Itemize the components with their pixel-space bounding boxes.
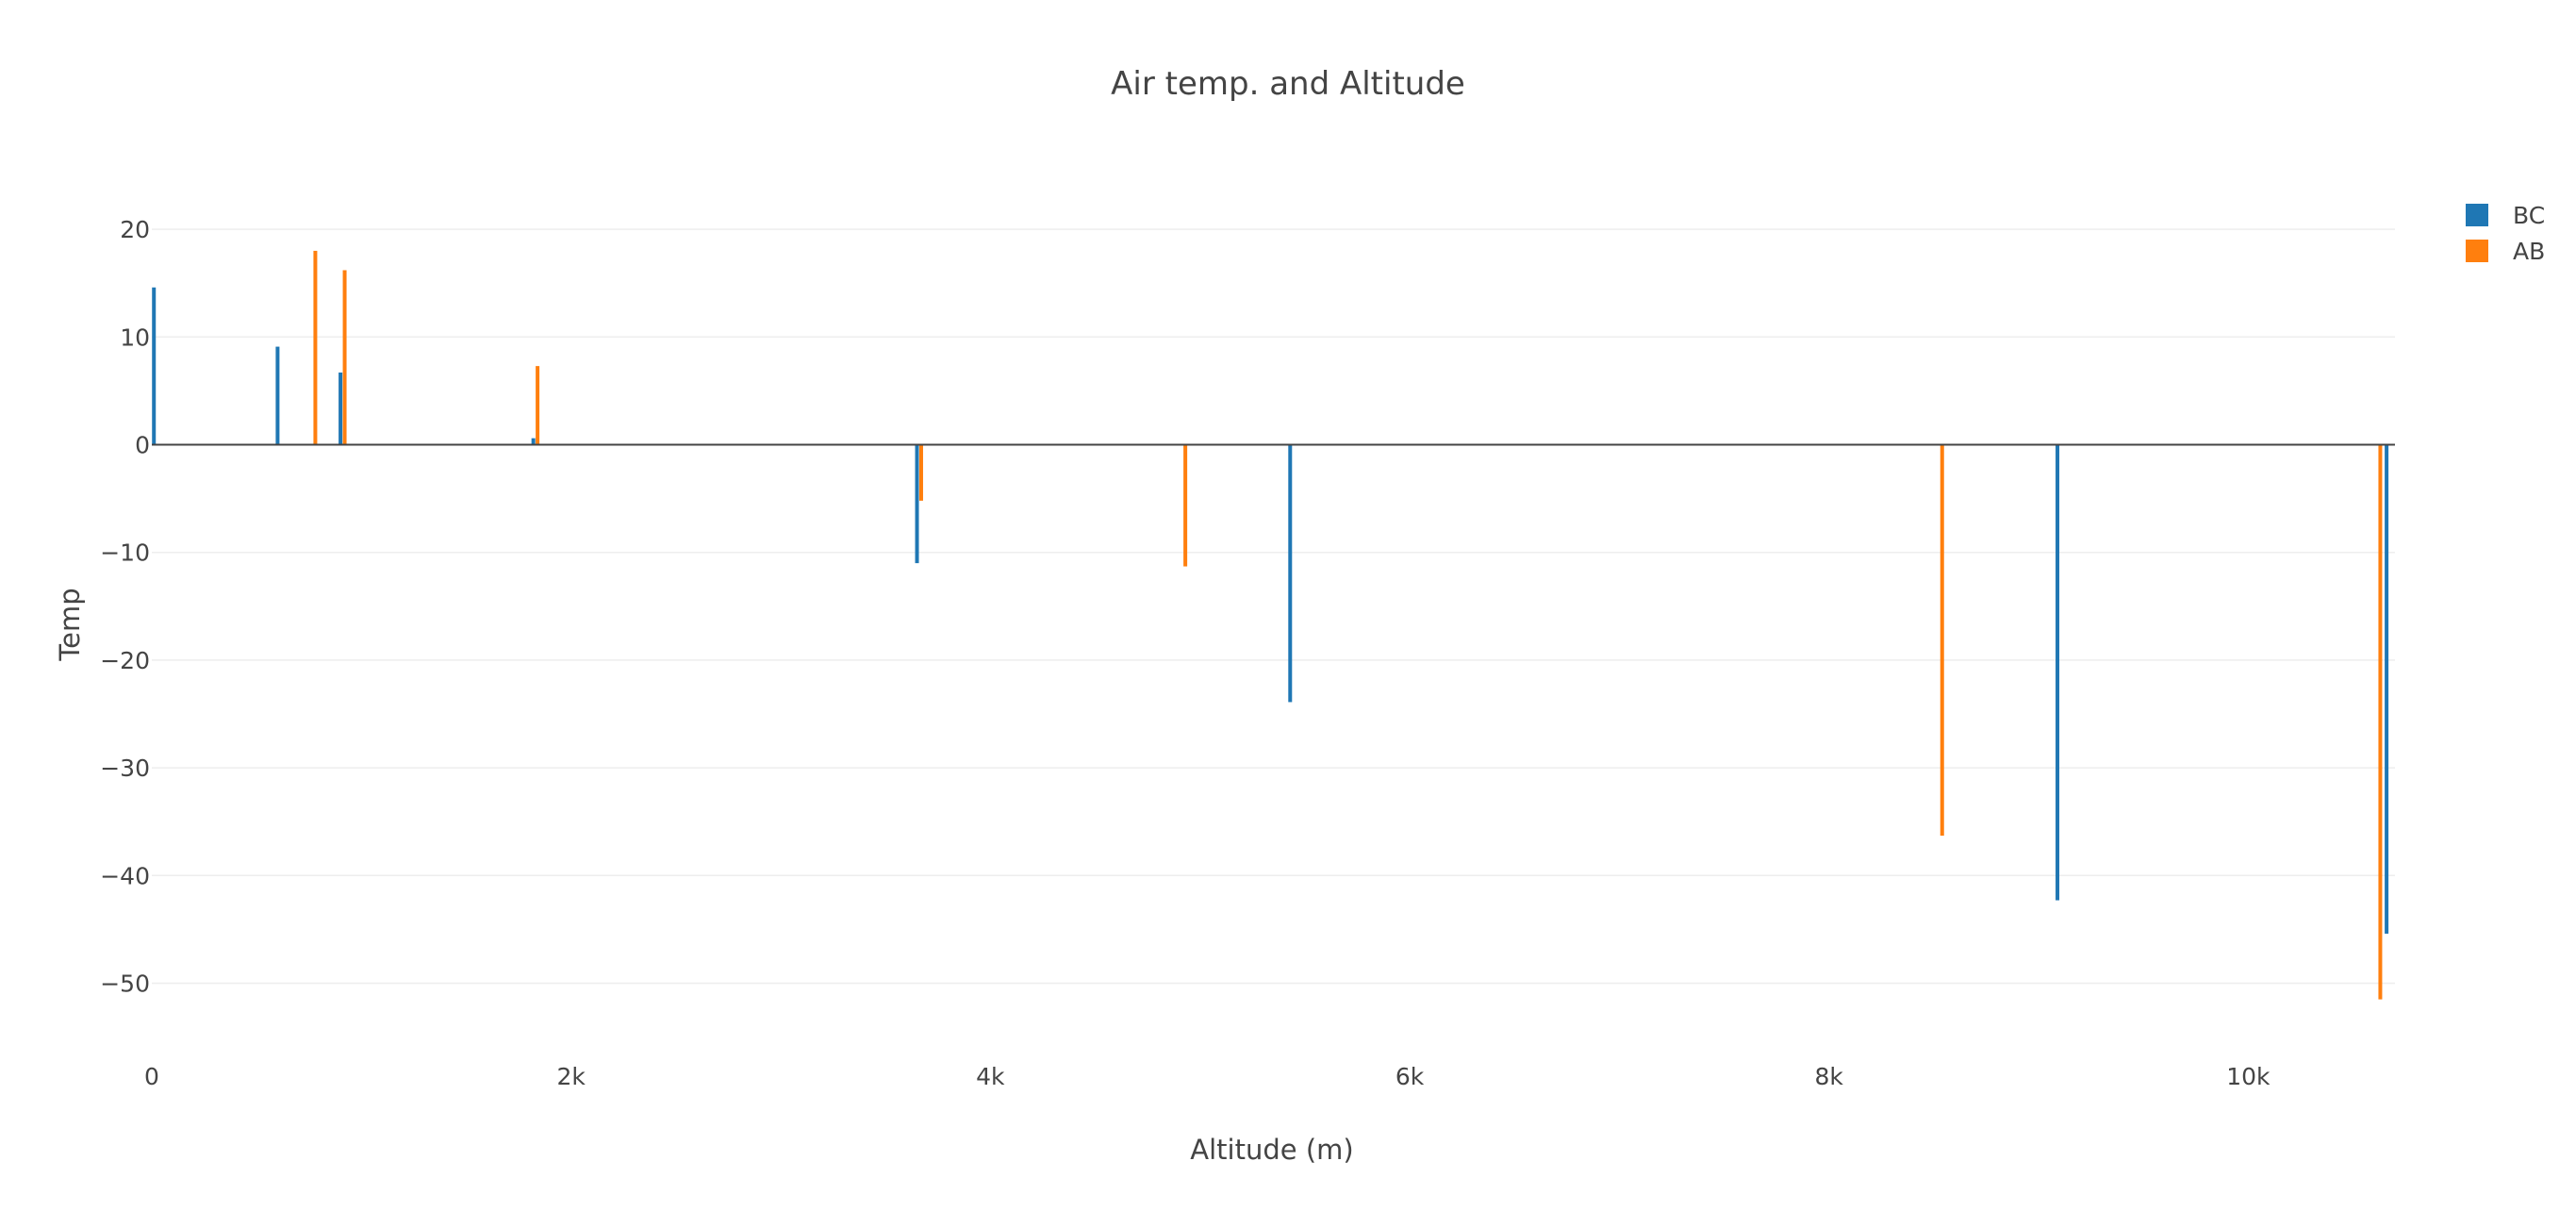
bar-bc[interactable] — [1288, 444, 1293, 703]
x-tick-label: 10k — [2226, 1063, 2271, 1090]
y-axis-ticks: 20 10 0 −10 −20 −30 −40 −50 — [100, 216, 150, 997]
bar-ab[interactable] — [2378, 444, 2383, 1000]
bar-ab[interactable] — [918, 444, 923, 501]
bar-bc[interactable] — [915, 444, 919, 564]
x-axis-ticks: 0 2k 4k 6k 8k 10k — [144, 1063, 2271, 1090]
x-tick-label: 2k — [556, 1063, 586, 1090]
y-tick-label: 10 — [120, 323, 150, 351]
y-tick-label: −40 — [100, 862, 150, 889]
gridlines — [152, 228, 2395, 985]
legend-label: BC — [2513, 202, 2545, 229]
bar-bc[interactable] — [531, 438, 536, 445]
y-tick-label: −20 — [100, 647, 150, 674]
bar-bc[interactable] — [152, 287, 157, 445]
y-tick-label: 20 — [120, 216, 150, 243]
x-axis-label: Altitude (m) — [1190, 1134, 1353, 1166]
y-tick-label: −30 — [100, 755, 150, 782]
bar-ab[interactable] — [342, 270, 347, 445]
y-tick-label: −50 — [100, 970, 150, 997]
x-tick-label: 0 — [144, 1063, 159, 1090]
y-axis-label: Temp — [54, 588, 86, 661]
bar-bc[interactable] — [275, 346, 280, 445]
x-tick-label: 6k — [1395, 1063, 1425, 1090]
legend[interactable]: BC AB — [2466, 202, 2545, 265]
legend-swatch — [2466, 204, 2488, 226]
bar-ab[interactable] — [1940, 444, 1944, 837]
bar-bc[interactable] — [2385, 444, 2389, 934]
x-tick-label: 8k — [1814, 1063, 1843, 1090]
bar-ab[interactable] — [313, 250, 318, 445]
bar-ab[interactable] — [536, 366, 540, 445]
x-tick-label: 4k — [976, 1063, 1005, 1090]
legend-item-ab[interactable]: AB — [2466, 238, 2545, 265]
bars[interactable] — [152, 250, 2389, 1000]
bar-ab[interactable] — [1183, 444, 1188, 567]
legend-swatch — [2466, 240, 2488, 262]
chart-title: Air temp. and Altitude — [1111, 65, 1465, 103]
legend-label: AB — [2513, 238, 2545, 265]
bar-bc[interactable] — [2056, 444, 2060, 901]
y-tick-label: 0 — [135, 431, 150, 458]
bar-bc[interactable] — [339, 372, 343, 445]
legend-item-bc[interactable]: BC — [2466, 202, 2545, 229]
y-tick-label: −10 — [100, 539, 150, 567]
